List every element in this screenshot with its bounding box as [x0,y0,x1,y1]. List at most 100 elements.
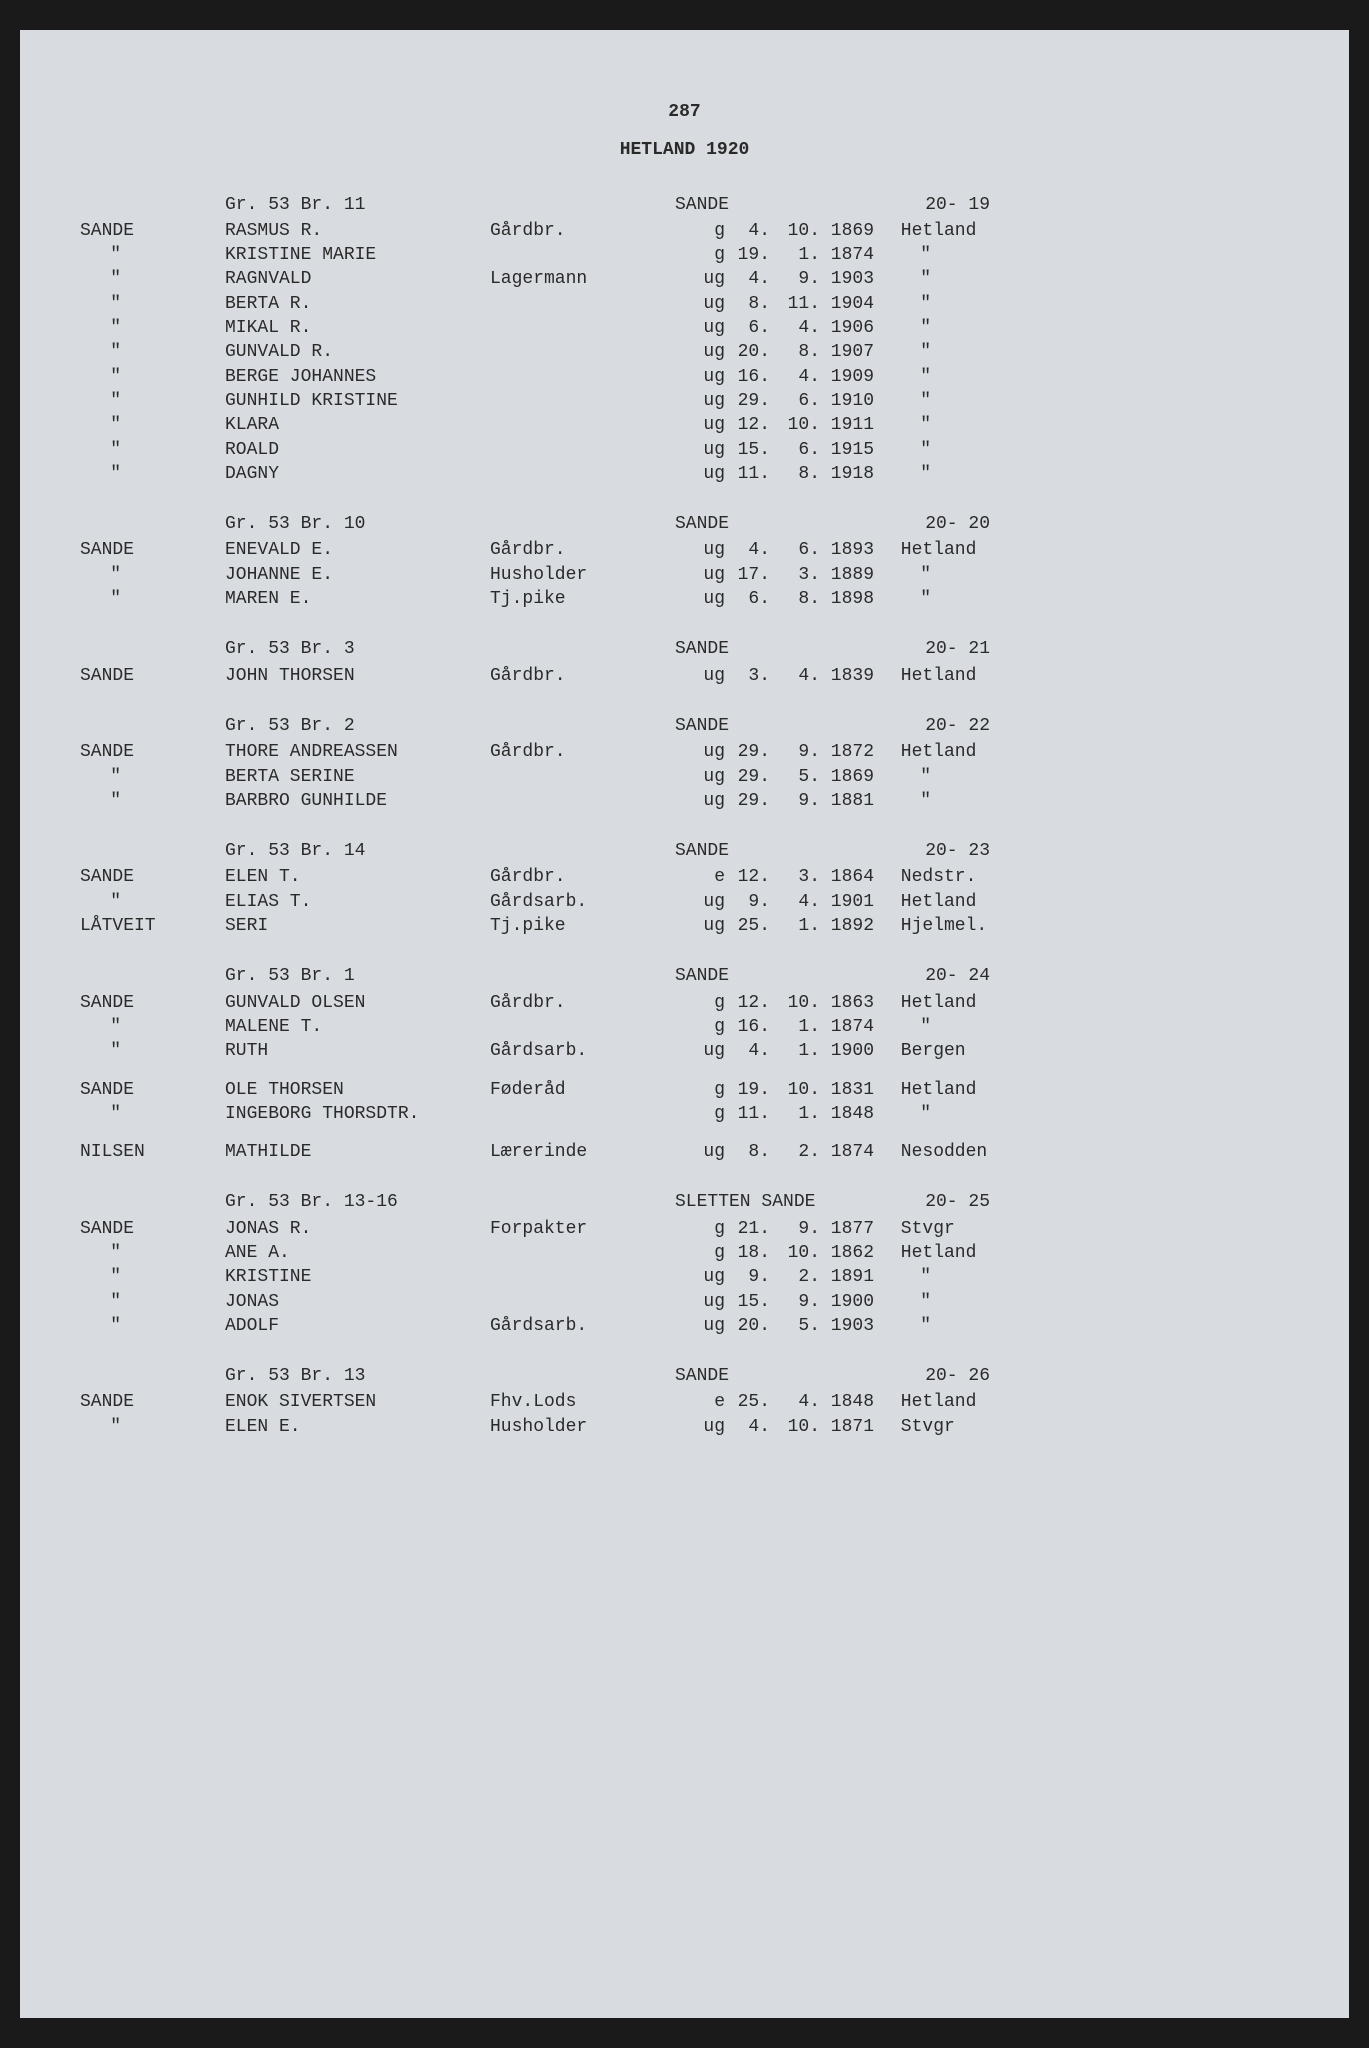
day-cell: 12. [725,991,770,1015]
day-cell: 29. [725,765,770,789]
day-cell: 29. [725,389,770,413]
name-cell: ADOLF [225,1314,490,1338]
year-cell: 1862 [820,1241,890,1265]
person-row: "JOHANNE E.Husholderug17.3. 1889 " [80,563,1289,587]
month-cell: 9. [770,740,820,764]
month-cell: 9. [770,267,820,291]
group-location: SANDE [675,637,890,661]
person-row: LÅTVEITSERITj.pikeug25.1. 1892 Hjelmel. [80,914,1289,938]
name-cell: MATHILDE [225,1140,490,1164]
month-cell: 1. [770,1102,820,1126]
status-cell: ug [675,538,725,562]
occupation-cell [490,765,675,789]
year-cell: 1918 [820,462,890,486]
day-cell: 15. [725,1290,770,1314]
occupation-cell: Gårdbr. [490,219,675,243]
day-cell: 6. [725,316,770,340]
header-spacer [80,637,225,661]
place-cell: " [890,316,1040,340]
surname-cell: " [80,389,225,413]
place-cell: " [890,267,1040,291]
person-row: SANDERASMUS R.Gårdbr.g4.10. 1869 Hetland [80,219,1289,243]
person-row: "BERTA R.ug8.11. 1904 " [80,292,1289,316]
place-cell: " [890,1102,1040,1126]
year-cell: 1892 [820,914,890,938]
status-cell: ug [675,1290,725,1314]
year-cell: 1893 [820,538,890,562]
person-row: "RUTHGårdsarb.ug4.1. 1900 Bergen [80,1039,1289,1063]
surname-cell: SANDE [80,664,225,688]
occupation-cell: Fhv.Lods [490,1390,675,1414]
name-cell: OLE THORSEN [225,1078,490,1102]
occupation-cell [490,1265,675,1289]
year-cell: 1881 [820,789,890,813]
surname-cell: " [80,765,225,789]
surname-cell: " [80,890,225,914]
page-number: 287 [80,100,1289,124]
place-cell: " [890,292,1040,316]
month-cell: 1. [770,1015,820,1039]
status-cell: g [675,1241,725,1265]
place-cell: " [890,765,1040,789]
month-cell: 10. [770,1078,820,1102]
month-cell: 6. [770,538,820,562]
place-cell: Hetland [890,740,1040,764]
day-cell: 4. [725,1039,770,1063]
name-cell: ELEN T. [225,865,490,889]
surname-cell: " [80,1265,225,1289]
year-cell: 1900 [820,1290,890,1314]
place-cell: " [890,438,1040,462]
month-cell: 6. [770,438,820,462]
person-row: "ADOLFGårdsarb.ug20.5. 1903 " [80,1314,1289,1338]
year-cell: 1839 [820,664,890,688]
surname-cell: SANDE [80,991,225,1015]
name-cell: MIKAL R. [225,316,490,340]
group-location: SLETTEN SANDE [675,1190,890,1214]
group-reference: 20- 20 [890,512,990,536]
name-cell: JOHANNE E. [225,563,490,587]
status-cell: ug [675,438,725,462]
day-cell: 25. [725,914,770,938]
occupation-cell: Lærerinde [490,1140,675,1164]
status-cell: ug [675,267,725,291]
header-spacer [80,714,225,738]
person-row: SANDEJOHN THORSENGårdbr.ug3.4. 1839 Hetl… [80,664,1289,688]
header-spacer [80,839,225,863]
year-cell: 1863 [820,991,890,1015]
group-designation: Gr. 53 Br. 13-16 [225,1190,490,1214]
group-designation: Gr. 53 Br. 13 [225,1364,490,1388]
occupation-cell: Gårdsarb. [490,1314,675,1338]
day-cell: 11. [725,462,770,486]
group-location: SANDE [675,714,890,738]
name-cell: BERTA SERINE [225,765,490,789]
occupation-cell [490,1241,675,1265]
group-header: Gr. 53 Br. 11SANDE20- 19 [80,193,1289,217]
day-cell: 16. [725,1015,770,1039]
surname-cell: SANDE [80,740,225,764]
group-reference: 20- 24 [890,964,990,988]
occupation-cell [490,389,675,413]
person-row: "MALENE T.g16.1. 1874 " [80,1015,1289,1039]
group-reference: 20- 23 [890,839,990,863]
surname-cell: " [80,267,225,291]
status-cell: ug [675,1140,725,1164]
day-cell: 16. [725,365,770,389]
surname-cell: " [80,292,225,316]
group-header: Gr. 53 Br. 1SANDE20- 24 [80,964,1289,988]
place-cell: Bergen [890,1039,1040,1063]
day-cell: 19. [725,243,770,267]
name-cell: KRISTINE MARIE [225,243,490,267]
header-spacer [490,714,675,738]
surname-cell: " [80,1241,225,1265]
group-header: Gr. 53 Br. 3SANDE20- 21 [80,637,1289,661]
name-cell: ELEN E. [225,1415,490,1439]
place-cell: Hetland [890,538,1040,562]
status-cell: ug [675,316,725,340]
place-cell: " [890,563,1040,587]
status-cell: g [675,1217,725,1241]
day-cell: 3. [725,664,770,688]
name-cell: THORE ANDREASSEN [225,740,490,764]
status-cell: ug [675,413,725,437]
year-cell: 1898 [820,587,890,611]
group-designation: Gr. 53 Br. 10 [225,512,490,536]
